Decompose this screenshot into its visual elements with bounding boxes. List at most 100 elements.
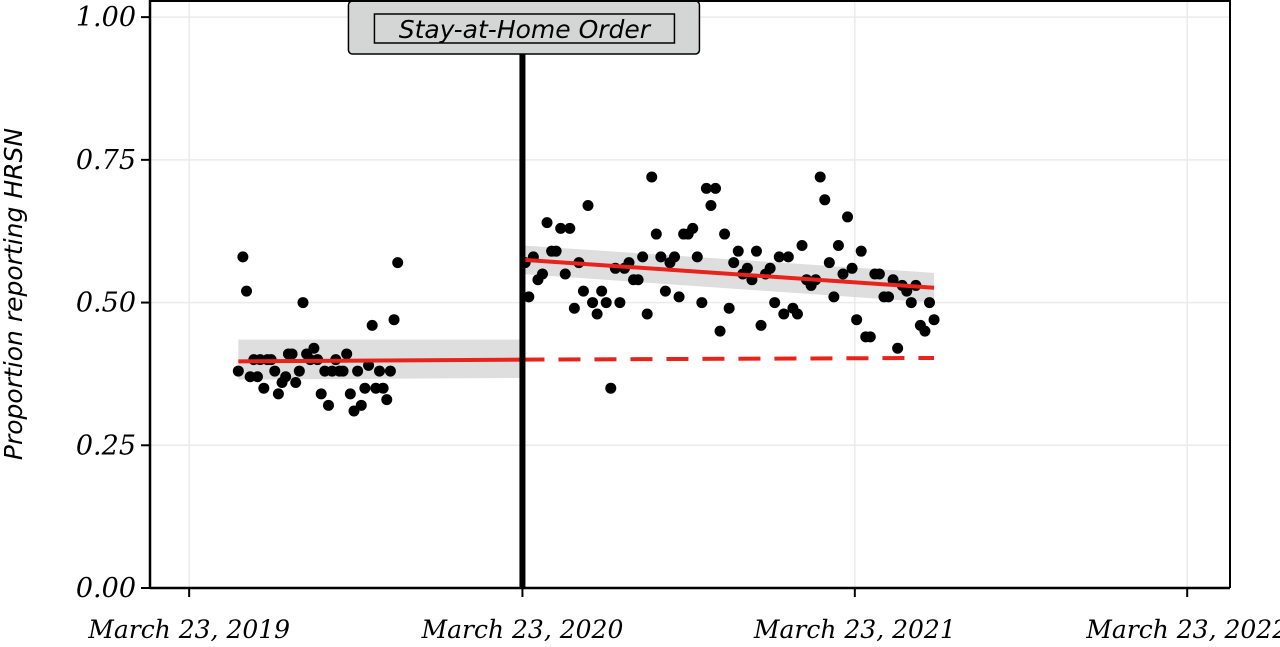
data-point bbox=[873, 268, 885, 280]
y-axis-label: Proportion reporting HRSN bbox=[0, 128, 28, 460]
data-point bbox=[363, 359, 375, 371]
data-point bbox=[632, 274, 644, 286]
data-point bbox=[577, 285, 589, 297]
data-point bbox=[842, 211, 854, 223]
data-point bbox=[290, 376, 302, 388]
data-point bbox=[851, 314, 863, 326]
data-point bbox=[232, 365, 244, 377]
data-point bbox=[322, 399, 334, 411]
data-point bbox=[919, 325, 931, 337]
y-tick-label: 0.00 bbox=[76, 573, 136, 604]
data-point bbox=[541, 217, 553, 229]
data-point bbox=[286, 348, 298, 360]
data-point bbox=[258, 382, 270, 394]
data-point bbox=[251, 371, 263, 383]
data-point bbox=[315, 388, 327, 400]
data-point bbox=[614, 297, 626, 309]
data-point bbox=[887, 274, 899, 286]
data-point bbox=[269, 365, 281, 377]
data-point bbox=[696, 297, 708, 309]
data-point bbox=[646, 171, 658, 183]
data-point bbox=[928, 314, 940, 326]
data-point bbox=[297, 297, 309, 309]
data-point bbox=[564, 222, 576, 234]
data-point bbox=[755, 319, 767, 331]
data-point bbox=[814, 171, 826, 183]
annotation-inner-frame bbox=[373, 13, 676, 44]
data-point bbox=[587, 297, 599, 309]
data-point bbox=[732, 245, 744, 257]
data-point bbox=[555, 222, 567, 234]
y-tick-label: 0.50 bbox=[76, 288, 136, 319]
fit-line-pre bbox=[238, 357, 523, 364]
data-point bbox=[705, 200, 717, 212]
fit-line-post bbox=[522, 257, 935, 290]
y-tick-label: 0.75 bbox=[76, 145, 136, 176]
axes: 0.00 0.25 0.50 0.75 1.00 March 23, 2019 March … bbox=[76, 0, 1280, 644]
data-point bbox=[582, 200, 594, 212]
data-point bbox=[864, 331, 876, 343]
data-point bbox=[596, 285, 608, 297]
data-point bbox=[536, 268, 548, 280]
data-point bbox=[523, 291, 535, 303]
y-tick-label: 1.00 bbox=[76, 2, 136, 33]
data-point bbox=[669, 251, 681, 263]
data-point bbox=[828, 291, 840, 303]
data-point bbox=[687, 222, 699, 234]
data-point bbox=[650, 228, 662, 240]
y-tick-label: 0.25 bbox=[76, 430, 136, 461]
data-point bbox=[591, 308, 603, 320]
data-point bbox=[832, 239, 844, 251]
data-point bbox=[241, 285, 253, 297]
data-point bbox=[359, 382, 371, 394]
data-point bbox=[673, 291, 685, 303]
data-point bbox=[550, 245, 562, 257]
data-point bbox=[605, 382, 617, 394]
panel-background bbox=[150, 0, 1230, 588]
data-point bbox=[272, 388, 284, 400]
data-point bbox=[381, 394, 393, 406]
data-point bbox=[901, 285, 913, 297]
data-point bbox=[892, 342, 904, 354]
data-point bbox=[846, 262, 858, 274]
x-tick-label: March 23, 2021 bbox=[753, 615, 956, 644]
data-point bbox=[700, 182, 712, 194]
data-point bbox=[344, 388, 356, 400]
data-point bbox=[741, 262, 753, 274]
data-point bbox=[637, 251, 649, 263]
data-point bbox=[723, 302, 735, 314]
data-point bbox=[280, 371, 292, 383]
data-point bbox=[237, 251, 249, 263]
data-point bbox=[691, 251, 703, 263]
data-point bbox=[750, 245, 762, 257]
data-point bbox=[352, 365, 364, 377]
data-point bbox=[341, 348, 353, 360]
data-point bbox=[641, 308, 653, 320]
data-point bbox=[293, 365, 305, 377]
annotation-label: Stay-at-Home Order bbox=[399, 15, 652, 44]
data-point bbox=[819, 194, 831, 206]
data-point bbox=[782, 251, 794, 263]
data-point bbox=[796, 239, 808, 251]
data-point bbox=[883, 291, 895, 303]
fit-line-counterfactual bbox=[522, 355, 935, 362]
fit-lines bbox=[238, 257, 935, 364]
data-point bbox=[600, 297, 612, 309]
data-point bbox=[728, 257, 740, 269]
data-point bbox=[719, 228, 731, 240]
data-point bbox=[384, 365, 396, 377]
data-point bbox=[773, 251, 785, 263]
data-point bbox=[373, 365, 385, 377]
data-point bbox=[568, 302, 580, 314]
data-point bbox=[337, 365, 349, 377]
x-tick-label: March 23, 2020 bbox=[421, 615, 624, 644]
data-point bbox=[377, 382, 389, 394]
data-point bbox=[366, 319, 378, 331]
data-point bbox=[559, 268, 571, 280]
data-point bbox=[855, 245, 867, 257]
data-point bbox=[778, 308, 790, 320]
data-point bbox=[659, 285, 671, 297]
x-tick-label: March 23, 2022 bbox=[1085, 615, 1280, 644]
data-point bbox=[388, 314, 400, 326]
